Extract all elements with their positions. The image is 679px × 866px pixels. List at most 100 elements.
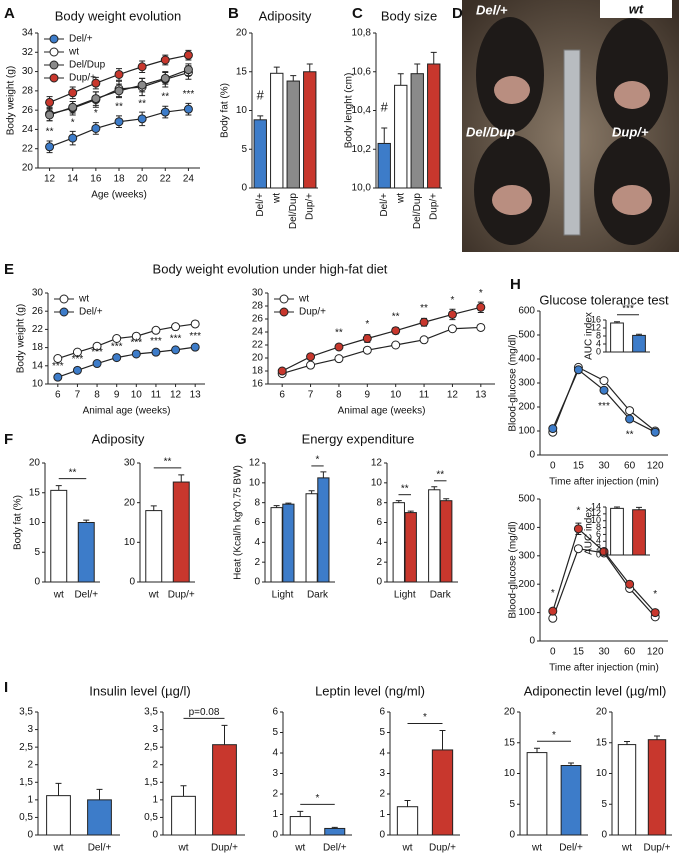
bar	[324, 827, 346, 836]
y-tick-label: 12	[249, 458, 261, 469]
point	[391, 340, 401, 350]
legend-label: Del/+	[69, 34, 93, 45]
x-tick-label: 9	[365, 390, 371, 401]
x-tick-label: wt	[395, 193, 406, 204]
error-bar	[320, 471, 327, 478]
error-bar	[308, 490, 315, 494]
y-tick-label: 10	[371, 477, 383, 488]
panel-label: F	[4, 431, 13, 448]
point	[91, 78, 101, 88]
y-tick-label: 300	[518, 378, 535, 389]
mouse	[476, 17, 544, 133]
point	[625, 414, 635, 424]
legend-label: wt	[78, 294, 89, 305]
ruler	[563, 49, 581, 236]
y-tick-label: 34	[22, 28, 34, 39]
y-tick-label: 10	[236, 105, 248, 116]
legend-marker	[279, 294, 289, 304]
bar	[46, 795, 71, 836]
x-tick-label: 120	[647, 461, 664, 472]
error-bar	[614, 321, 620, 323]
x-axis-label: Age (weeks)	[91, 190, 147, 201]
bar	[396, 806, 419, 836]
significance: *	[450, 295, 454, 306]
significance: ***	[622, 303, 634, 314]
y-tick-label: 20	[124, 497, 136, 508]
error-bar	[654, 735, 660, 740]
y-tick-label: 28	[252, 301, 264, 312]
x-tick-label: 13	[190, 390, 202, 401]
y-tick-label: 20	[596, 707, 608, 718]
error-bar	[273, 505, 280, 508]
point	[45, 110, 55, 120]
y-tick-label: 3	[272, 768, 278, 779]
legend-marker	[49, 34, 59, 44]
y-tick-label: 2	[376, 557, 382, 568]
point	[334, 342, 344, 352]
y-tick-label: 0	[529, 636, 535, 647]
x-tick-label: 22	[160, 174, 172, 185]
error-bar	[395, 500, 402, 503]
photo-tag	[600, 0, 672, 18]
y-tick-label: 10,0	[352, 183, 372, 194]
y-tick-label: 2	[379, 789, 385, 800]
x-axis-label: Animal age (weeks)	[83, 406, 171, 417]
panel-label: G	[235, 431, 247, 448]
y-tick-label: 0	[601, 830, 607, 841]
photo-label: Dup/+	[612, 124, 649, 139]
point	[306, 360, 316, 370]
point	[160, 55, 170, 65]
significance: ***	[52, 361, 64, 372]
point	[599, 385, 609, 395]
y-axis-label: Body fat (%)	[220, 83, 231, 138]
y-tick-label: 0	[27, 830, 33, 841]
x-tick-label: 8	[94, 390, 100, 401]
photo-label: wt	[629, 1, 644, 16]
error-bar	[534, 747, 540, 753]
point	[112, 334, 122, 343]
point	[362, 345, 372, 355]
y-tick-label: 3,5	[19, 707, 33, 718]
y-tick-label: 0	[509, 830, 515, 841]
y-tick-label: 10,8	[352, 28, 372, 39]
significance: ***	[150, 336, 162, 347]
error-bar	[381, 127, 388, 144]
x-tick-label: 12	[170, 390, 182, 401]
point	[137, 62, 147, 72]
x-tick-label: wt	[53, 590, 64, 601]
y-tick-label: 15	[504, 737, 516, 748]
bar	[404, 512, 417, 583]
y-tick-label: 22	[22, 143, 34, 154]
significance: *	[576, 505, 580, 516]
tissue	[494, 76, 530, 104]
bar	[526, 752, 548, 836]
point	[650, 608, 660, 618]
bar	[253, 119, 267, 189]
error-bar	[431, 486, 438, 490]
x-tick-label: 10	[390, 390, 402, 401]
bar	[392, 502, 405, 583]
y-tick-label: 20	[252, 353, 264, 364]
bar	[171, 795, 196, 836]
error-bar	[414, 63, 421, 74]
x-tick-label: Dark	[430, 590, 452, 601]
x-tick-label: Del/Dup	[288, 193, 299, 230]
point	[68, 133, 78, 143]
significance: ***	[72, 354, 84, 365]
x-tick-label: 12	[447, 390, 459, 401]
point	[68, 88, 78, 98]
error-bar	[150, 505, 157, 511]
point	[548, 424, 558, 434]
significance: *	[71, 118, 75, 129]
y-tick-label: 0	[596, 549, 601, 559]
y-tick-label: 2,5	[144, 742, 158, 753]
y-tick-label: 0	[241, 183, 247, 194]
legend-label: Del/+	[79, 307, 103, 318]
significance: p=0.08	[189, 707, 220, 718]
point	[114, 69, 124, 79]
y-tick-label: 5	[509, 799, 515, 810]
panel-label: H	[510, 276, 521, 293]
point	[171, 322, 181, 332]
y-axis-label: Blood-glucose (mg/dl)	[508, 521, 519, 618]
